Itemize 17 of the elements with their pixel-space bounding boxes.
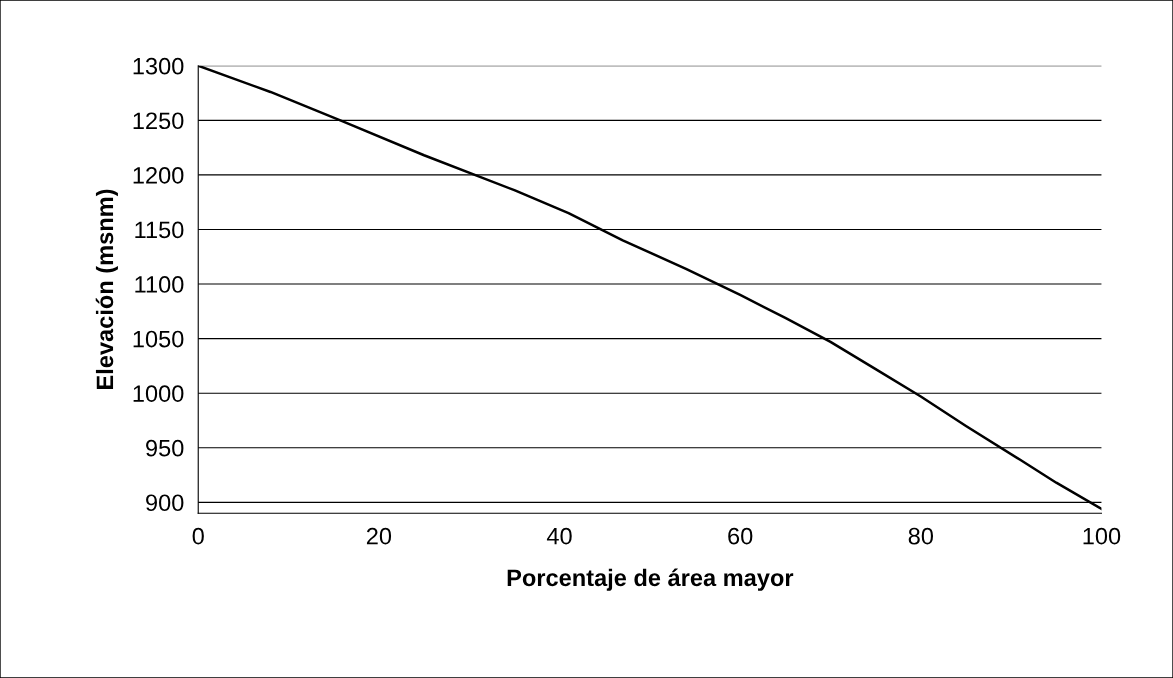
- y-tick-label: 1300: [133, 57, 184, 75]
- x-tick-label: 100: [1083, 527, 1121, 545]
- x-tick-label: 80: [908, 527, 934, 545]
- x-tick-label: 40: [546, 527, 572, 545]
- y-axis-title: Elevación (msnm): [95, 189, 118, 389]
- y-tick-label: 950: [146, 439, 184, 457]
- x-axis-title: Porcentaje de área mayor: [507, 568, 794, 591]
- y-tick-label: 900: [146, 494, 184, 512]
- y-tick-label: 1000: [133, 385, 184, 402]
- y-tick-label: 1250: [133, 112, 184, 130]
- x-tick-label: 60: [728, 527, 753, 545]
- y-tick-label: 1150: [135, 221, 184, 239]
- x-tick-label: 20: [366, 527, 392, 545]
- y-tick-label: 1200: [133, 166, 184, 184]
- y-tick-label: 1050: [133, 330, 184, 348]
- x-tick-label: 0: [192, 527, 204, 545]
- y-tick-label: 1100: [135, 276, 184, 293]
